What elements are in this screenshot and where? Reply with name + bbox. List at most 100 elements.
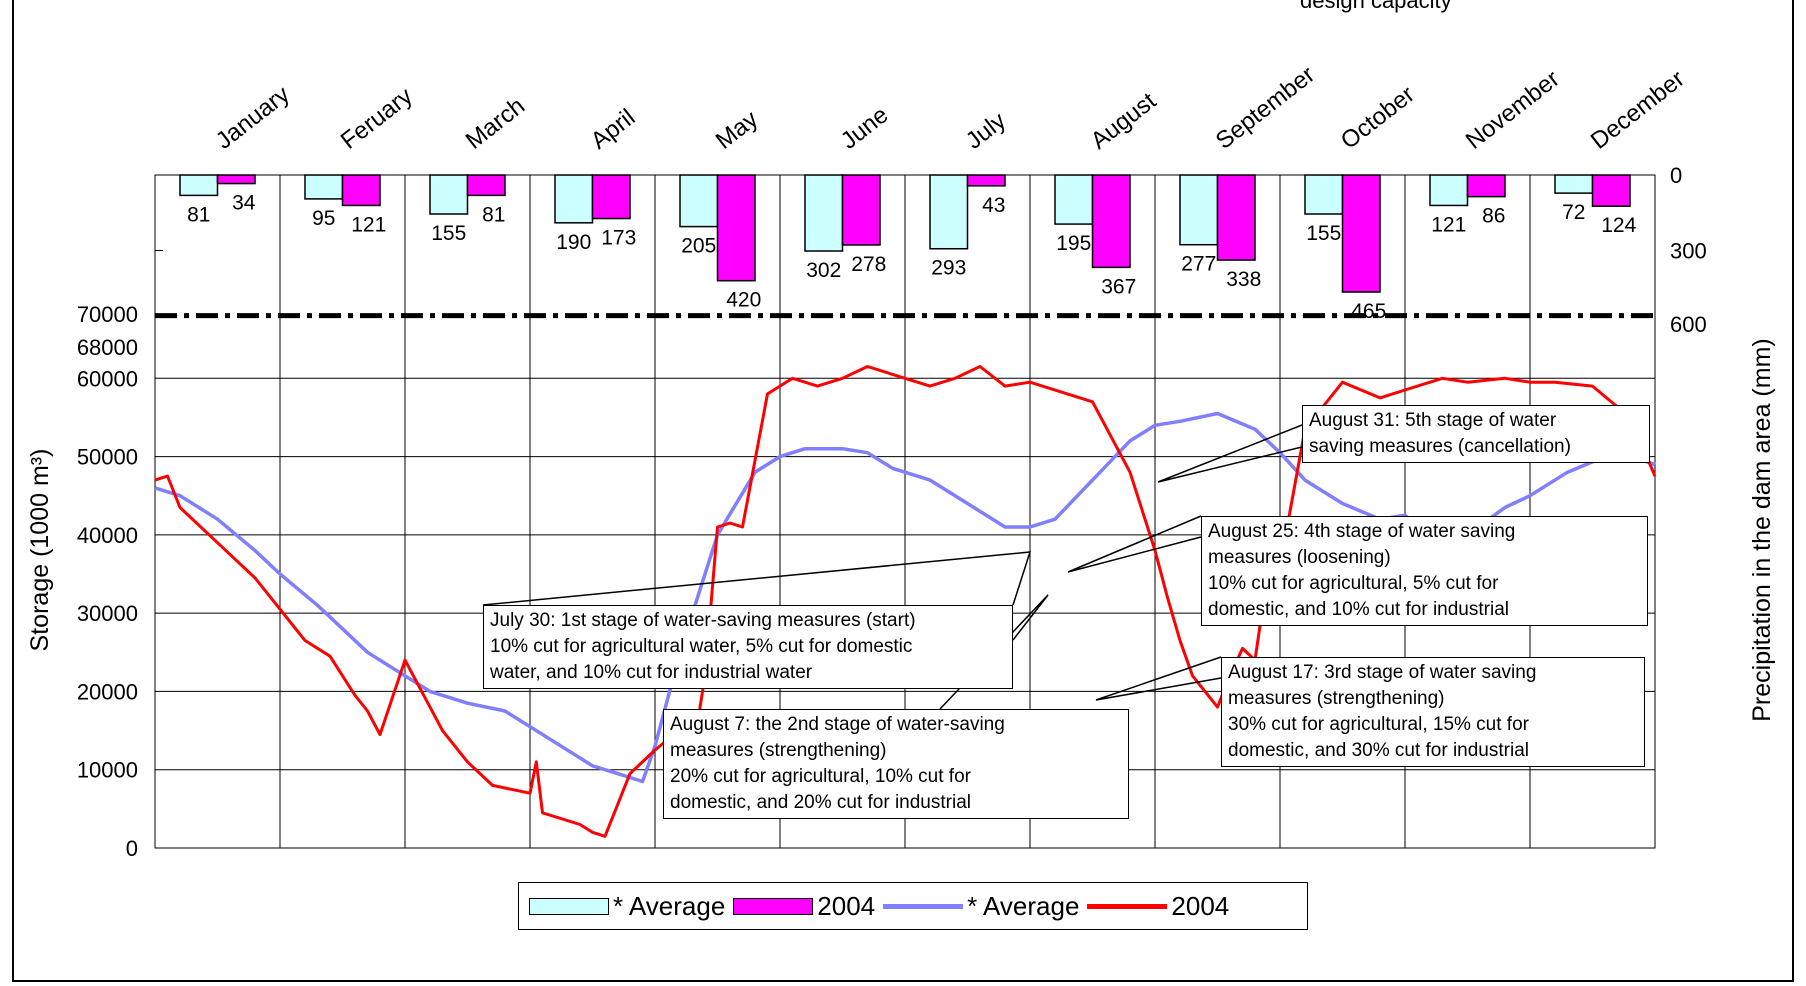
annotation-aug25-line4: domestic, and 10% cut for industrial [1208, 599, 1509, 620]
storage-tick-label: 68000 [77, 335, 138, 360]
storage-axis-title: Storage (1000 m³) [26, 449, 54, 652]
precip-bar [966, 174, 1006, 187]
precip-axis-title: Precipitation in the dam area (mm) [1748, 338, 1776, 721]
legend-bar-average-swatch [529, 897, 609, 915]
precip-bar [1304, 174, 1344, 215]
month-label: May [711, 106, 763, 155]
precip-bar-label: 195 [1056, 232, 1091, 255]
storage-tick-label: 70000 [77, 302, 138, 327]
precip-bar-label: 121 [351, 213, 386, 236]
month-label: September [1211, 61, 1320, 155]
month-label: October [1336, 81, 1420, 155]
precip-bar-label: 338 [1226, 268, 1261, 291]
precip-bar [179, 174, 219, 197]
annotation-aug17-line1: August 17: 3rd stage of water saving [1228, 662, 1537, 683]
precip-bar-label: 81 [482, 203, 505, 226]
precip-bar-label: 121 [1431, 213, 1466, 236]
chart-frame [12, 0, 1794, 982]
storage-tick-label: 0 [126, 836, 138, 861]
annotation-aug17-line3: 30% cut for agricultural, 15% cut for [1228, 714, 1529, 735]
precip-bar [1054, 174, 1094, 225]
precip-bar [679, 174, 719, 228]
annotation-aug7-line1: August 7: the 2nd stage of water-saving [670, 714, 1005, 735]
legend-line-2004: 2004 [1087, 891, 1229, 922]
storage-tick-label: 10000 [77, 758, 138, 783]
month-label: December [1586, 65, 1690, 154]
annotation-aug17: August 17: 3rd stage of water saving mea… [1221, 657, 1645, 767]
precip-bar [804, 174, 844, 252]
precip-bar [1591, 174, 1631, 207]
annotation-aug25-line3: 10% cut for agricultural, 5% cut for [1208, 573, 1499, 594]
precip-bar [591, 174, 631, 220]
precip-bar-label: 155 [1306, 222, 1341, 245]
precip-bar-label: 277 [1181, 253, 1216, 276]
precip-bar [1429, 174, 1469, 207]
precip-bar [1216, 174, 1256, 261]
annotation-aug25: August 25: 4th stage of water saving mea… [1201, 516, 1648, 626]
precip-bar [1466, 174, 1506, 198]
precip-bar-label: 81 [187, 203, 210, 226]
month-label: March [461, 92, 530, 154]
legend-bar-average: * Average [529, 891, 725, 922]
legend-line-2004-swatch [1087, 903, 1168, 909]
legend-bar-2004-swatch [733, 897, 814, 915]
annotation-aug7-line4: domestic, and 20% cut for industrial [670, 792, 971, 813]
annotation-aug25-line1: August 25: 4th stage of water saving [1208, 521, 1516, 542]
precip-bar [1341, 174, 1381, 293]
legend: * Average 2004 * Average 2004 [518, 882, 1308, 930]
precip-bar [716, 174, 756, 282]
annotation-jul30: July 30: 1st stage of water-saving measu… [483, 605, 1013, 689]
legend-line-average-swatch [883, 903, 964, 909]
storage-tick-label: 40000 [77, 523, 138, 548]
annotation-aug17-line2: measures (strengthening) [1228, 688, 1445, 709]
legend-line-average-label: * Average [967, 890, 1080, 921]
month-label: November [1461, 65, 1565, 154]
month-label: June [836, 101, 894, 154]
storage-tick-label: 30000 [77, 601, 138, 626]
precip-bar-label: 205 [681, 235, 716, 258]
annotation-aug7-line2: measures (strengthening) [670, 740, 887, 761]
precip-tick-label: 0 [1670, 163, 1682, 188]
precip-bar-label: 86 [1482, 205, 1505, 228]
annotation-leader [1095, 656, 1222, 701]
precip-bar [1091, 174, 1131, 269]
annotation-aug31: August 31: 5th stage of water saving mea… [1302, 405, 1650, 463]
annotation-aug17-line4: domestic, and 30% cut for industrial [1228, 740, 1529, 761]
annotation-aug7: August 7: the 2nd stage of water-saving … [663, 709, 1129, 819]
precip-bar-label: 155 [431, 222, 466, 245]
annotation-jul30-line2: 10% cut for agricultural water, 5% cut f… [490, 636, 913, 657]
annotation-jul30-line1: July 30: 1st stage of water-saving measu… [490, 610, 916, 631]
precip-bar [554, 174, 594, 224]
precip-bar-label: 293 [931, 257, 966, 280]
precip-bar-label: 95 [312, 207, 335, 230]
precip-bar-label: 173 [601, 227, 636, 250]
precip-bar [1179, 174, 1219, 246]
precip-bar-label: 367 [1101, 275, 1136, 298]
precip-bar [466, 174, 506, 197]
precip-bar-label: 278 [851, 253, 886, 276]
capacity-caption: design capacity [1300, 0, 1452, 13]
precip-bar [304, 174, 344, 200]
storage-tick-label: 20000 [77, 679, 138, 704]
precip-bar-label: 420 [726, 289, 761, 312]
legend-line-average: * Average [883, 891, 1079, 922]
annotation-leader [1157, 424, 1303, 483]
precip-bar [341, 174, 381, 207]
annotation-aug7-line3: 20% cut for agricultural, 10% cut for [670, 766, 971, 787]
annotation-leader [1067, 515, 1202, 573]
precip-bar-label: 302 [806, 259, 841, 282]
precip-bar-label: 190 [556, 231, 591, 254]
precip-bar-label: 43 [982, 194, 1005, 217]
precip-bar-label: 34 [232, 192, 256, 215]
storage-tick-label: 60000 [77, 366, 138, 391]
month-label: January [211, 81, 295, 155]
storage-tick-label: 50000 [77, 445, 138, 470]
precip-bar-label: 72 [1562, 201, 1585, 224]
month-label: August [1086, 87, 1162, 154]
precip-tick-label: 600 [1670, 312, 1707, 337]
month-label: July [961, 107, 1011, 155]
month-label: April [586, 104, 640, 155]
annotation-aug31-line1: August 31: 5th stage of water [1309, 410, 1557, 431]
precip-tick-label: 300 [1670, 239, 1707, 264]
precip-bar [216, 174, 256, 185]
